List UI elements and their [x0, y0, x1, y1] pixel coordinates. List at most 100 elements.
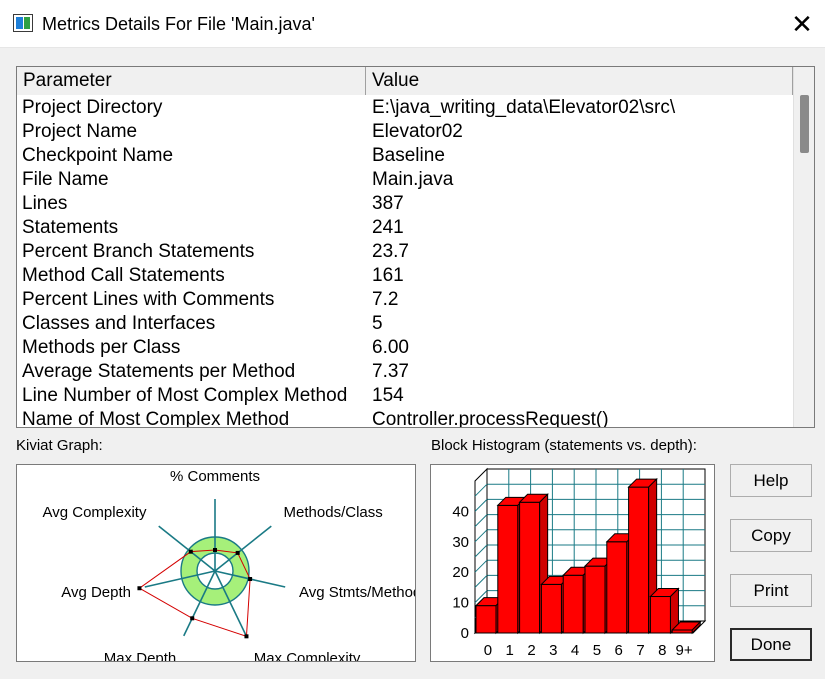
value-cell: Controller.processRequest() — [372, 409, 609, 428]
value-cell: 7.2 — [372, 289, 399, 310]
table-row[interactable]: Percent Branch Statements 23.7 — [17, 240, 793, 264]
print-button[interactable]: Print — [730, 574, 812, 607]
table-row[interactable]: Statements 241 — [17, 216, 793, 240]
parameter-cell: Average Statements per Method — [22, 361, 296, 382]
copy-button[interactable]: Copy — [730, 519, 812, 552]
histogram-x-tick-label: 2 — [527, 642, 535, 659]
parameter-cell: Statements — [22, 217, 119, 238]
histogram-gridline-side — [474, 590, 488, 603]
value-cell: 7.37 — [372, 361, 409, 382]
table-row[interactable]: Classes and Interfaces 5 — [17, 312, 793, 336]
kiviat-vertex — [235, 550, 240, 555]
kiviat-graph: % Comments Methods/Class Avg Stmts/Method M… — [16, 464, 422, 667]
histogram-x-tick-label: 7 — [636, 642, 644, 659]
histogram-x-tick-label: 0 — [484, 642, 492, 659]
kiviat-axis-label: Max Depth — [104, 650, 177, 661]
kiviat-vertex — [190, 616, 195, 621]
kiviat-vertex — [248, 577, 253, 582]
histogram-x-tick-label: 6 — [615, 642, 623, 659]
histogram-x-tick-label: 3 — [549, 642, 557, 659]
column-header-value[interactable]: Value — [366, 67, 793, 95]
block-histogram: 0 10 20 30 40 0 1 2 3 4 5 6 7 8 9+ — [430, 464, 715, 662]
value-cell: Baseline — [372, 145, 445, 166]
metrics-table: Parameter Value Project Directory E:\java… — [16, 66, 815, 428]
app-icon — [13, 14, 33, 32]
kiviat-axis — [183, 570, 216, 637]
scrollbar-thumb[interactable] — [800, 95, 809, 153]
kiviat-axis-label: Methods/Class — [284, 504, 383, 521]
parameter-cell: Line Number of Most Complex Method — [22, 385, 348, 406]
parameter-cell: Classes and Interfaces — [22, 313, 216, 334]
parameter-cell: Checkpoint Name — [22, 145, 174, 166]
histogram-gridline-side — [474, 483, 488, 497]
table-row[interactable]: Line Number of Most Complex Method 154 — [17, 384, 793, 408]
value-cell: Elevator02 — [372, 121, 463, 142]
help-button[interactable]: Help — [730, 464, 812, 497]
table-row[interactable]: Name of Most Complex Method Controller.pr… — [17, 408, 793, 428]
parameter-cell: Percent Lines with Comments — [22, 289, 275, 310]
histogram-x-tick-label: 1 — [506, 642, 514, 659]
histogram-gridline-side — [474, 529, 488, 543]
kiviat-vertex — [213, 548, 217, 552]
table-row[interactable]: Method Call Statements 161 — [17, 264, 793, 288]
kiviat-graph-label: Kiviat Graph: — [16, 437, 103, 454]
table-row[interactable]: Project Directory E:\java_writing_data\El… — [17, 96, 793, 120]
kiviat-axis — [214, 570, 247, 637]
parameter-cell: Name of Most Complex Method — [22, 409, 290, 428]
kiviat-metric-polygon — [138, 549, 251, 637]
table-row[interactable]: Average Statements per Method 7.37 — [17, 360, 793, 384]
kiviat-axis-label: Avg Depth — [61, 584, 131, 601]
kiviat-axis — [144, 570, 216, 588]
vertical-scrollbar[interactable] — [793, 67, 814, 427]
parameter-cell: Lines — [22, 193, 68, 214]
histogram-y-tick-label: 0 — [461, 625, 469, 642]
value-cell: 6.00 — [372, 337, 409, 358]
table-row[interactable]: Checkpoint Name Baseline — [17, 144, 793, 168]
table-row[interactable]: File Name Main.java — [17, 168, 793, 192]
value-cell: Main.java — [372, 169, 454, 190]
kiviat-vertex — [137, 586, 142, 591]
table-header: Parameter Value — [17, 67, 793, 95]
histogram-x-tick-label: 5 — [593, 642, 601, 659]
value-cell: 154 — [372, 385, 404, 406]
histogram-bar — [649, 587, 680, 635]
value-cell: 161 — [372, 265, 404, 286]
histogram-gridline-side — [474, 514, 488, 527]
kiviat-axis-label: Avg Stmts/Method — [299, 584, 415, 601]
done-button[interactable]: Done — [730, 628, 812, 661]
kiviat-axis — [214, 525, 272, 572]
table-row[interactable]: Percent Lines with Comments 7.2 — [17, 288, 793, 312]
histogram-gridline-side — [474, 499, 488, 512]
value-cell: E:\java_writing_data\Elevator02\src\ — [372, 97, 676, 118]
histogram-x-tick-label: 4 — [571, 642, 579, 659]
parameter-cell: Method Call Statements — [22, 265, 225, 286]
histogram-y-tick-label: 30 — [452, 534, 469, 551]
window-title: Metrics Details For File 'Main.java' — [42, 14, 315, 34]
value-cell: 241 — [372, 217, 404, 238]
parameter-cell: Methods per Class — [22, 337, 181, 358]
histogram-x-tick-label: 8 — [658, 642, 666, 659]
value-cell: 5 — [372, 313, 383, 334]
close-icon[interactable]: ✕ — [791, 9, 813, 39]
histogram-y-tick-label: 20 — [452, 564, 469, 581]
kiviat-axis-label: Max Complexity — [254, 650, 361, 661]
parameter-cell: Percent Branch Statements — [22, 241, 255, 262]
histogram-bar — [670, 620, 702, 635]
kiviat-svg: % Comments Methods/Class Avg Stmts/Method M… — [43, 468, 422, 667]
table-row[interactable]: Project Name Elevator02 — [17, 120, 793, 144]
column-header-parameter[interactable]: Parameter — [17, 67, 366, 95]
kiviat-axis-label: % Comments — [170, 468, 260, 485]
value-cell: 387 — [372, 193, 404, 214]
histogram-bar — [627, 477, 658, 635]
kiviat-axis-label: Avg Complexity — [43, 504, 147, 521]
histogram-y-tick-label: 40 — [452, 503, 469, 520]
parameter-cell: Project Directory — [22, 97, 163, 118]
histogram-x-tick-label: 9+ — [676, 642, 693, 659]
block-histogram-label: Block Histogram (statements vs. depth): — [431, 437, 697, 454]
histogram-gridline-side — [474, 544, 488, 558]
value-cell: 23.7 — [372, 241, 409, 262]
table-row[interactable]: Methods per Class 6.00 — [17, 336, 793, 360]
kiviat-vertex — [244, 634, 249, 639]
table-row[interactable]: Lines 387 — [17, 192, 793, 216]
